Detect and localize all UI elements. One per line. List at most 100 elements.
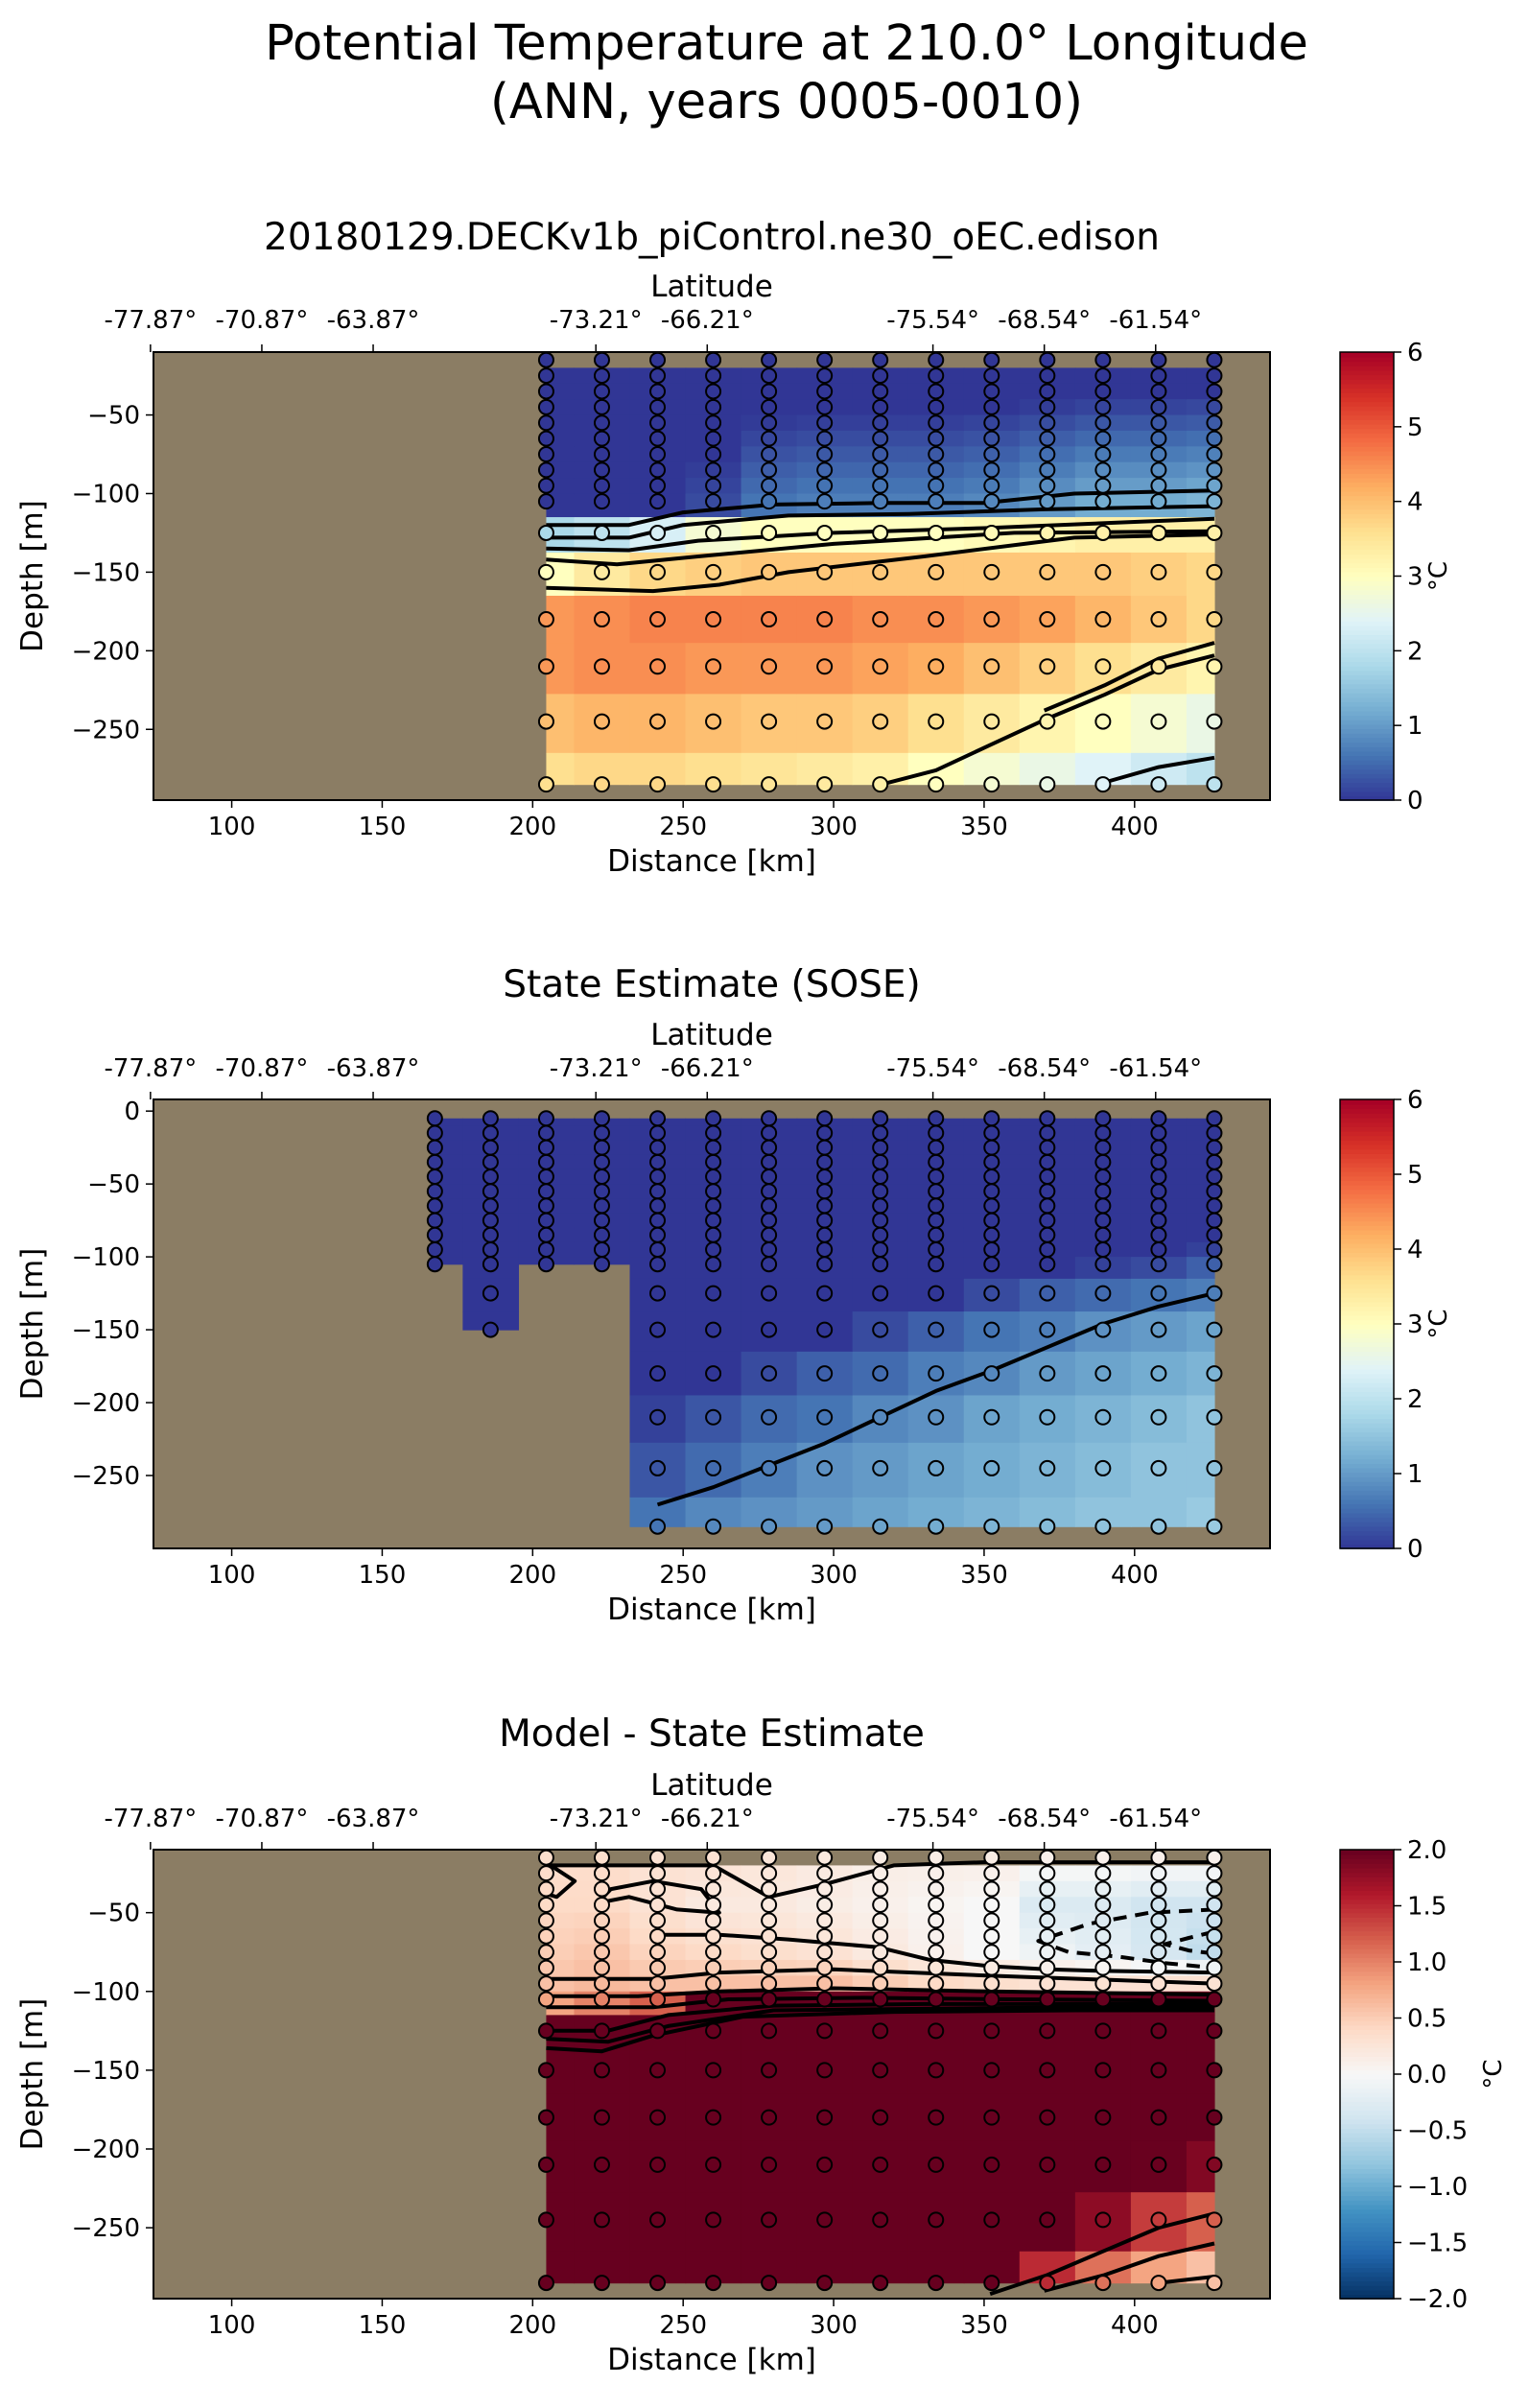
top-axis-label: Latitude xyxy=(650,1768,773,1803)
heatmap-cell xyxy=(435,1118,463,1126)
observation-point xyxy=(426,1197,443,1215)
observation-point xyxy=(872,351,889,368)
observation-point xyxy=(1039,1459,1056,1476)
observation-point xyxy=(649,446,667,463)
observation-point xyxy=(482,1285,499,1302)
observation-point xyxy=(537,1197,554,1215)
colorbar-segment xyxy=(1340,2118,1394,2125)
observation-point xyxy=(1039,1124,1056,1142)
x-tick-label: 300 xyxy=(810,813,858,841)
observation-point xyxy=(1094,1959,1112,1976)
observation-point xyxy=(761,430,778,447)
observation-point xyxy=(1039,1991,1056,2008)
observation-point xyxy=(1206,2211,1223,2229)
x-tick-label: 100 xyxy=(208,813,256,841)
observation-point xyxy=(593,1124,610,1142)
colorbar-segment xyxy=(1340,1197,1394,1204)
colorbar-segment xyxy=(1340,473,1394,479)
chart-3: Model - State Estimate 100 150 200 250 300 350… xyxy=(15,1712,1508,2377)
observation-point xyxy=(983,658,1000,675)
observation-point xyxy=(1150,1153,1167,1170)
contour-line-dashed xyxy=(1036,1907,1215,1971)
observation-point xyxy=(983,713,1000,730)
colorbar-segment xyxy=(1340,1261,1394,1266)
colorbar-tick-label: −2.0 xyxy=(1407,2285,1468,2314)
contour-line xyxy=(656,1291,1215,1507)
observation-point xyxy=(537,477,554,494)
observation-point xyxy=(1206,2156,1223,2173)
observation-point xyxy=(537,1849,554,1866)
observation-point xyxy=(537,461,554,479)
colorbar-segment xyxy=(1340,2046,1394,2053)
observation-point xyxy=(1094,461,1112,479)
colorbar-tick-label: 3 xyxy=(1407,563,1423,592)
colorbar-segment xyxy=(1340,2132,1394,2138)
top-tick-label: -66.21° xyxy=(661,306,754,335)
observation-point xyxy=(705,2062,722,2079)
observation-point xyxy=(983,1212,1000,1229)
colorbar-segment xyxy=(1340,665,1394,672)
x-tick-label: 250 xyxy=(659,1561,707,1590)
colorbar-segment xyxy=(1340,1903,1394,1909)
observation-point xyxy=(1094,2109,1112,2126)
observation-point xyxy=(928,461,945,479)
colorbar-segment xyxy=(1340,2186,1394,2192)
observation-point xyxy=(593,2156,610,2173)
observation-points xyxy=(537,1849,1223,2292)
colorbar-segment xyxy=(1340,1867,1394,1874)
colorbar-tick-label: −0.5 xyxy=(1407,2117,1468,2146)
observation-point xyxy=(816,2275,834,2292)
y-tick-label: −150 xyxy=(72,2057,140,2086)
observation-point xyxy=(705,1365,722,1382)
observation-point xyxy=(1094,1212,1112,1229)
observation-point xyxy=(1206,414,1223,432)
colorbar-segment xyxy=(1340,1436,1394,1442)
observation-point xyxy=(705,1849,722,1866)
observation-point xyxy=(928,1226,945,1243)
observation-point xyxy=(1039,1241,1056,1259)
observation-point xyxy=(1039,611,1056,628)
observation-point xyxy=(816,563,834,580)
colorbar-segment xyxy=(1340,651,1394,658)
observation-point xyxy=(705,1944,722,1961)
observation-point xyxy=(1039,2109,1056,2126)
observation-point xyxy=(1039,1110,1056,1127)
observation-point xyxy=(593,2062,610,2079)
colorbar-segment xyxy=(1340,2177,1394,2184)
observation-point xyxy=(705,658,722,675)
observation-point xyxy=(482,1124,499,1142)
colorbar-segment xyxy=(1340,2163,1394,2170)
plot-frame xyxy=(153,351,1271,801)
colorbar-segment xyxy=(1340,611,1394,618)
x-tick-label: 200 xyxy=(509,1561,557,1590)
observation-point xyxy=(649,2109,667,2126)
colorbar-segment xyxy=(1340,1472,1394,1477)
observation-point xyxy=(1039,461,1056,479)
x-tick-label: 400 xyxy=(1111,2311,1159,2340)
colorbar-segment xyxy=(1340,1252,1394,1258)
observation-point xyxy=(816,398,834,415)
observation-point xyxy=(872,446,889,463)
observation-point xyxy=(705,611,722,628)
observation-point xyxy=(1039,1849,1056,1866)
observation-point xyxy=(983,2022,1000,2040)
colorbar-segment xyxy=(1340,1135,1394,1141)
colorbar-segment xyxy=(1340,468,1394,474)
observation-point xyxy=(537,430,554,447)
y-axis-label: Depth [m] xyxy=(15,1998,50,2151)
observation-point xyxy=(872,658,889,675)
colorbar-segment xyxy=(1340,1894,1394,1900)
observation-point xyxy=(816,1365,834,1382)
observation-point xyxy=(1094,367,1112,385)
observation-point xyxy=(649,1241,667,1259)
top-tick-label: -68.54° xyxy=(998,1054,1091,1083)
observation-point xyxy=(1039,2156,1056,2173)
colorbar-segment xyxy=(1340,2011,1394,2017)
observation-point xyxy=(872,1927,889,1945)
heatmap-cell xyxy=(462,1311,520,1331)
colorbar-segment xyxy=(1340,643,1394,649)
observation-point xyxy=(761,367,778,385)
observation-point xyxy=(537,1896,554,1913)
observation-point xyxy=(816,524,834,541)
observation-point xyxy=(872,1849,889,1866)
